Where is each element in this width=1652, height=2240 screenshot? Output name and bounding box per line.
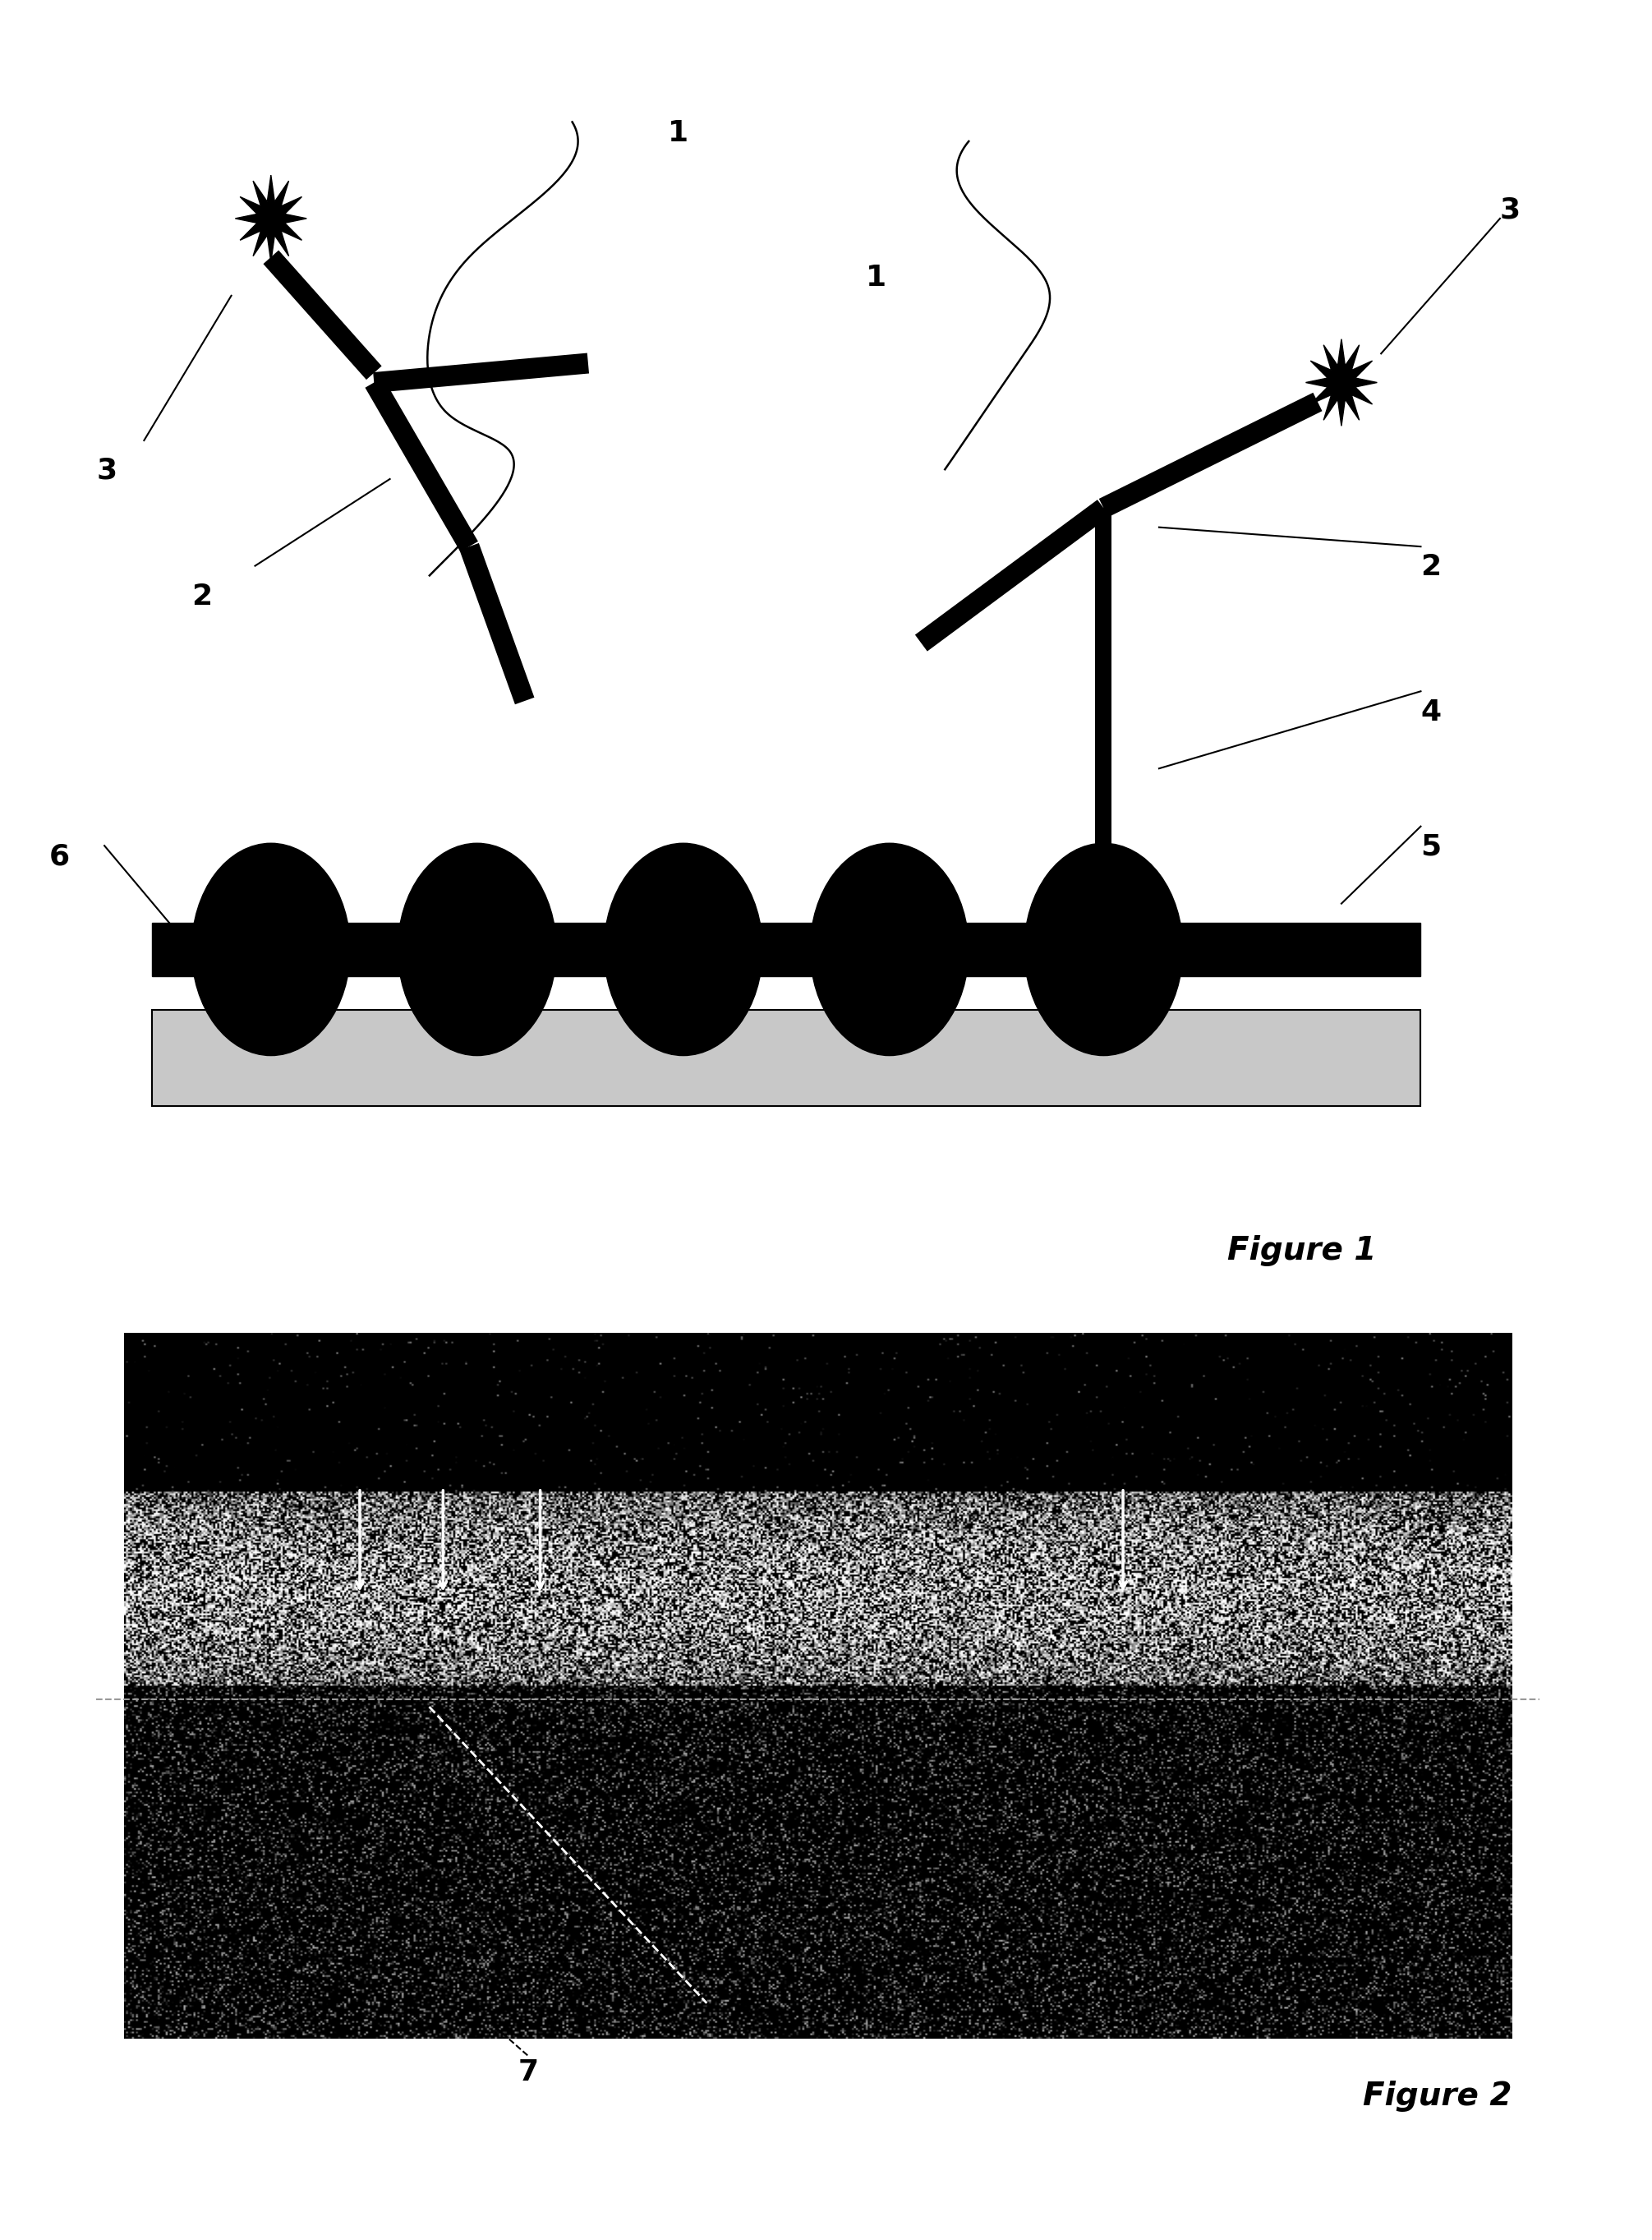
Text: 6: 6 bbox=[50, 842, 69, 871]
Text: 3: 3 bbox=[96, 457, 117, 484]
Text: 7: 7 bbox=[519, 2059, 539, 2085]
Bar bbox=[152, 1010, 1421, 1107]
Bar bbox=[152, 923, 1421, 977]
Text: 4: 4 bbox=[1421, 699, 1441, 726]
Text: Figure 2: Figure 2 bbox=[1363, 2081, 1512, 2112]
Polygon shape bbox=[235, 175, 307, 262]
Polygon shape bbox=[1305, 338, 1378, 426]
Ellipse shape bbox=[398, 842, 557, 1055]
Text: 1: 1 bbox=[866, 264, 885, 291]
Ellipse shape bbox=[809, 842, 968, 1055]
Bar bbox=[152, 1010, 1421, 1107]
Text: 2: 2 bbox=[1421, 553, 1441, 580]
Text: 3: 3 bbox=[1500, 197, 1520, 224]
Ellipse shape bbox=[192, 842, 350, 1055]
Text: 1: 1 bbox=[667, 119, 687, 148]
Ellipse shape bbox=[1024, 842, 1183, 1055]
Text: 5: 5 bbox=[1421, 833, 1441, 860]
Ellipse shape bbox=[605, 842, 763, 1055]
Text: 2: 2 bbox=[192, 582, 211, 609]
Text: Figure 1: Figure 1 bbox=[1227, 1234, 1376, 1266]
